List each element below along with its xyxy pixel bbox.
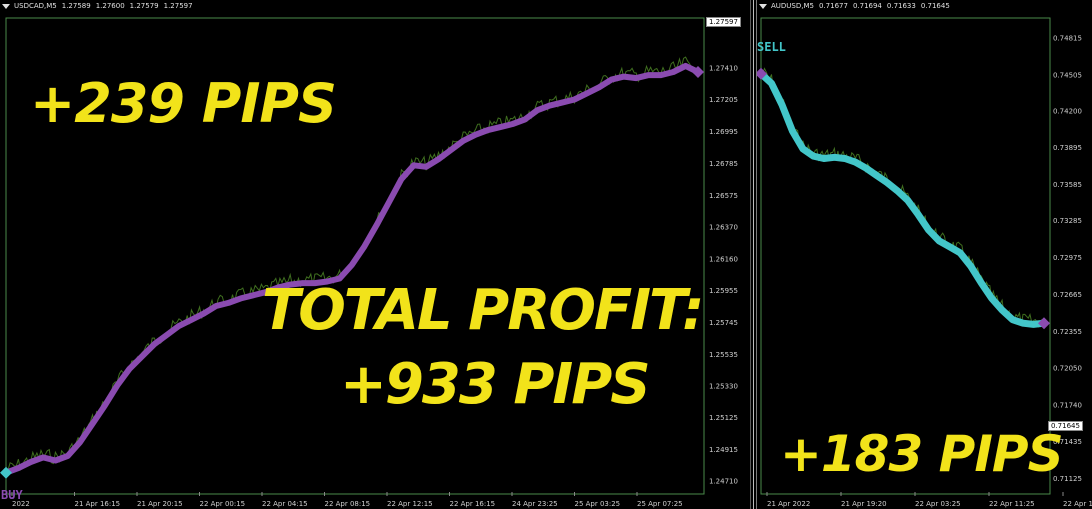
time-axis-label: 22 Apr 03:25 — [915, 500, 961, 508]
usdcad-chart-canvas: 1.27410 1.27205 1.26995 1.26785 1.26575 1.263… — [0, 17, 738, 508]
price-axis-label: 1.25955 — [709, 287, 738, 295]
price-axis-label: 0.74200 — [1053, 108, 1082, 116]
price-axis-label: 0.72050 — [1053, 364, 1082, 372]
time-axis-label: 25 Apr 03:25 — [575, 500, 621, 508]
total-profit-value: +933 PIPS — [340, 352, 651, 417]
time-axis-label: 22 Apr 08:15 — [325, 500, 371, 508]
time-axis-label: 22 Apr 00:15 — [200, 500, 246, 508]
entry-marker — [0, 466, 12, 479]
audusd-open: 0.71677 — [818, 2, 848, 10]
time-axis-label: 22 Apr 12:15 — [387, 500, 433, 508]
trend-line — [3, 62, 701, 476]
price-axis-label: 1.24915 — [709, 446, 738, 454]
price-axis-label: 1.26370 — [709, 223, 738, 231]
usdcad-symbol: USDCAD,M5 — [14, 2, 57, 10]
usdcad-high: 1.27600 — [95, 2, 125, 10]
sell-signal-label: SELL — [757, 40, 786, 54]
buy-signal-label: BUY — [1, 488, 23, 502]
time-axis-label: 22 Apr 19:25 — [1063, 500, 1092, 508]
audusd-high: 0.71694 — [852, 2, 882, 10]
usdcad-chart-header: USDCAD,M5 1.27589 1.27600 1.27579 1.2759… — [0, 0, 198, 12]
usdcad-chart-panel[interactable]: 1.27410 1.27205 1.26995 1.26785 1.26575 1.263… — [0, 0, 750, 509]
audusd-chart-header: AUDUSD,M5 0.71677 0.71694 0.71633 0.7164… — [757, 0, 955, 12]
price-axis-label: 0.72975 — [1053, 254, 1082, 262]
usdcad-current-price-tag: 1.27597 — [706, 17, 741, 27]
time-axis-label: 25 Apr 07:25 — [637, 500, 683, 508]
price-axis-label: 0.73285 — [1053, 217, 1082, 225]
time-axis-label: 21 Apr 2022 — [767, 500, 810, 508]
time-axis-label: 21 Apr 20:15 — [137, 500, 183, 508]
chart-menu-icon[interactable] — [2, 3, 10, 9]
price-axis-label: 1.27410 — [709, 64, 738, 72]
price-axis-label: 0.71125 — [1053, 475, 1082, 483]
price-axis-label: 1.24710 — [709, 477, 738, 485]
price-axis-label: 0.73585 — [1053, 181, 1082, 189]
price-axis-label: 1.25535 — [709, 351, 738, 359]
time-axis-label: 22 Apr 16:15 — [450, 500, 496, 508]
time-axis-label: 22 Apr 04:15 — [262, 500, 308, 508]
price-axis-label: 1.27205 — [709, 96, 738, 104]
trend-line — [757, 70, 1048, 328]
time-axis-label: 24 Apr 23:25 — [512, 500, 558, 508]
price-axis-label: 0.71740 — [1053, 401, 1082, 409]
price-axis-label: 0.73895 — [1053, 144, 1082, 152]
audusd-pips-overlay: +183 PIPS — [780, 425, 1064, 483]
price-axis-label: 0.74505 — [1053, 71, 1082, 79]
usdcad-close: 1.27597 — [163, 2, 193, 10]
audusd-close: 0.71645 — [920, 2, 950, 10]
price-axis-label: 1.26575 — [709, 192, 738, 200]
chart-splitter[interactable] — [750, 0, 757, 509]
price-axis-label: 0.74815 — [1053, 34, 1082, 42]
audusd-chart-panel[interactable]: 0.74815 0.74505 0.74200 0.73895 0.73585 0.732… — [757, 0, 1092, 509]
price-axis-label: 0.71435 — [1053, 438, 1082, 446]
plot-frame — [5, 17, 705, 495]
plot-frame — [760, 17, 1051, 495]
price-axis-label: 1.26785 — [709, 160, 738, 168]
time-axis-label: 22 Apr 11:25 — [989, 500, 1035, 508]
time-axis-label: 21 Apr 16:15 — [75, 500, 121, 508]
time-axis-label: 21 Apr 19:20 — [841, 500, 887, 508]
price-axis-label: 1.26160 — [709, 256, 738, 264]
price-axis-label: 1.26995 — [709, 128, 738, 136]
total-profit-title: TOTAL PROFIT: — [262, 278, 705, 343]
price-axis-label: 1.25330 — [709, 383, 738, 391]
price-axis-label: 1.25125 — [709, 414, 738, 422]
time-axis-label: 2022 — [12, 500, 30, 508]
audusd-low: 0.71633 — [886, 2, 916, 10]
usdcad-low: 1.27579 — [129, 2, 159, 10]
price-axis-label: 1.25745 — [709, 319, 738, 327]
audusd-current-price-tag: 0.71645 — [1048, 421, 1083, 431]
chart-menu-icon[interactable] — [759, 3, 767, 9]
price-axis-label: 0.72665 — [1053, 291, 1082, 299]
price-axis-label: 0.72355 — [1053, 328, 1082, 336]
exit-marker — [1038, 317, 1050, 330]
entry-marker — [757, 67, 767, 80]
audusd-chart-canvas: 0.74815 0.74505 0.74200 0.73895 0.73585 0.732… — [757, 17, 1092, 508]
usdcad-open: 1.27589 — [61, 2, 91, 10]
usdcad-pips-overlay: +239 PIPS — [30, 72, 337, 135]
exit-marker — [692, 66, 704, 78]
audusd-symbol: AUDUSD,M5 — [771, 2, 814, 10]
